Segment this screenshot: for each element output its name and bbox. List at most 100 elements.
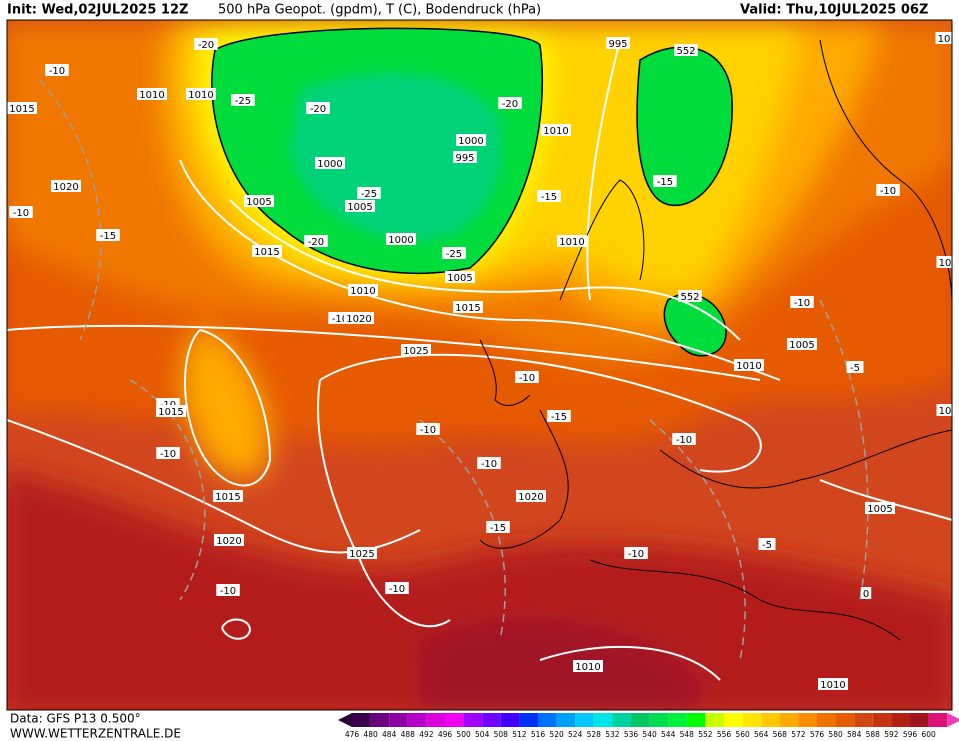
colorbar-swatch — [389, 713, 408, 727]
contour-label-box — [347, 547, 377, 559]
valid-time: Valid: Thu,10JUL2025 06Z — [740, 3, 928, 18]
contour-label: -20 — [198, 40, 214, 51]
contour-label-box — [231, 94, 255, 106]
contour-label: 1020 — [53, 182, 78, 193]
contour-label: 1005 — [867, 504, 892, 515]
map-frame — [6, 19, 953, 711]
colorbar-swatch — [928, 713, 948, 727]
contour-label-box — [416, 423, 440, 435]
colorbar-label: 556 — [717, 730, 732, 739]
contour-label-box — [385, 582, 409, 594]
colorbar-swatch — [575, 713, 594, 727]
contour-label-box — [442, 247, 466, 259]
contour-label-box — [515, 371, 539, 383]
contour-label-box — [846, 361, 864, 373]
contour-label: -20 — [308, 237, 324, 248]
contour-label: -10 — [389, 584, 405, 595]
contour-label: -5 — [850, 363, 860, 374]
contour-label: 1010 — [139, 90, 164, 101]
contour-label-box — [936, 256, 952, 268]
colorbar-label: 516 — [531, 730, 546, 739]
colorbar-swatch — [407, 713, 427, 727]
colorbar-label: 532 — [605, 730, 620, 739]
contour-label: 10 — [939, 406, 952, 417]
cool-core — [290, 73, 502, 240]
contour-label: 1005 — [246, 197, 271, 208]
contour-label-box — [477, 457, 501, 469]
contour-label-box — [672, 433, 696, 445]
contour-label-box — [345, 200, 375, 212]
colorbar-swatch — [519, 713, 538, 727]
colorbar-label: 504 — [475, 730, 490, 739]
contour-label-box — [758, 538, 776, 550]
colorbar-label: 496 — [438, 730, 453, 739]
colorbar-label: 508 — [494, 730, 509, 739]
colorbar-label: 600 — [921, 730, 936, 739]
colorbar-swatch — [872, 713, 892, 727]
data-source: Data: GFS P13 0.500° — [10, 712, 141, 726]
contour-label: 1020 — [518, 492, 543, 503]
contour-label: 0 — [863, 589, 869, 600]
contour-label: -25 — [446, 249, 462, 260]
contour-label-box — [214, 534, 244, 546]
contour-label-box — [624, 547, 648, 559]
contour-label: -15 — [657, 177, 673, 188]
contour-label-box — [653, 175, 677, 187]
contour-label-box — [216, 584, 240, 596]
contour-label: 1020 — [346, 314, 371, 325]
colorbar-swatch — [761, 713, 780, 727]
colorbar-swatch — [854, 713, 873, 727]
colorbar-label: 512 — [512, 730, 527, 739]
contour-label-box — [734, 359, 764, 371]
colorbar-label: 520 — [549, 730, 564, 739]
colorbar-label: 524 — [568, 730, 583, 739]
colorbar-label: 484 — [382, 730, 397, 739]
contour-label-box — [557, 235, 587, 247]
isotherms — [39, 79, 869, 661]
contour-label-box — [348, 284, 378, 296]
colorbar-label: 580 — [828, 730, 843, 739]
colorbar-swatch — [500, 713, 520, 727]
contour-label-box — [9, 206, 33, 218]
isobars — [7, 39, 952, 681]
colorbar-swatch — [686, 713, 706, 727]
colorbar-label: 576 — [810, 730, 825, 739]
colorbar-swatch — [370, 713, 390, 727]
contour-label-box — [606, 37, 630, 49]
contour-label-box — [156, 405, 186, 417]
contour-label: 552 — [680, 292, 699, 303]
colorbar-swatch — [910, 713, 929, 727]
contour-label-box — [386, 233, 416, 245]
colorbar-label: 540 — [642, 730, 657, 739]
contour-label-box — [401, 344, 431, 356]
colorbar-label: 500 — [456, 730, 471, 739]
contour-label: 1020 — [216, 536, 241, 547]
contour-label-box — [306, 102, 330, 114]
contour-label: 1000 — [388, 235, 413, 246]
colorbar-label: 588 — [866, 730, 881, 739]
contour-label-box — [860, 587, 872, 599]
coastlines — [479, 39, 952, 641]
colorbar-label: 480 — [363, 730, 378, 739]
contour-label: -10 — [332, 314, 348, 325]
contour-label: 10 — [939, 258, 952, 269]
contour-label: 1010 — [543, 126, 568, 137]
contour-label: -10 — [13, 208, 29, 219]
contour-label: 10 — [938, 34, 951, 45]
contour-label: 1005 — [447, 273, 472, 284]
contour-label-box — [453, 301, 483, 313]
contour-label-box — [252, 245, 282, 257]
contour-label: 1015 — [455, 303, 480, 314]
contour-label: 1010 — [736, 361, 761, 372]
contour-label: -15 — [551, 412, 567, 423]
contour-label-box — [537, 190, 561, 202]
contour-label: 1010 — [820, 680, 845, 691]
contour-label: -15 — [100, 231, 116, 242]
colorbar-label: 552 — [698, 730, 713, 739]
contour-label-box — [186, 88, 216, 100]
contour-label: 1015 — [215, 492, 240, 503]
contour-label: 1010 — [188, 90, 213, 101]
contour-label-box — [156, 447, 180, 459]
